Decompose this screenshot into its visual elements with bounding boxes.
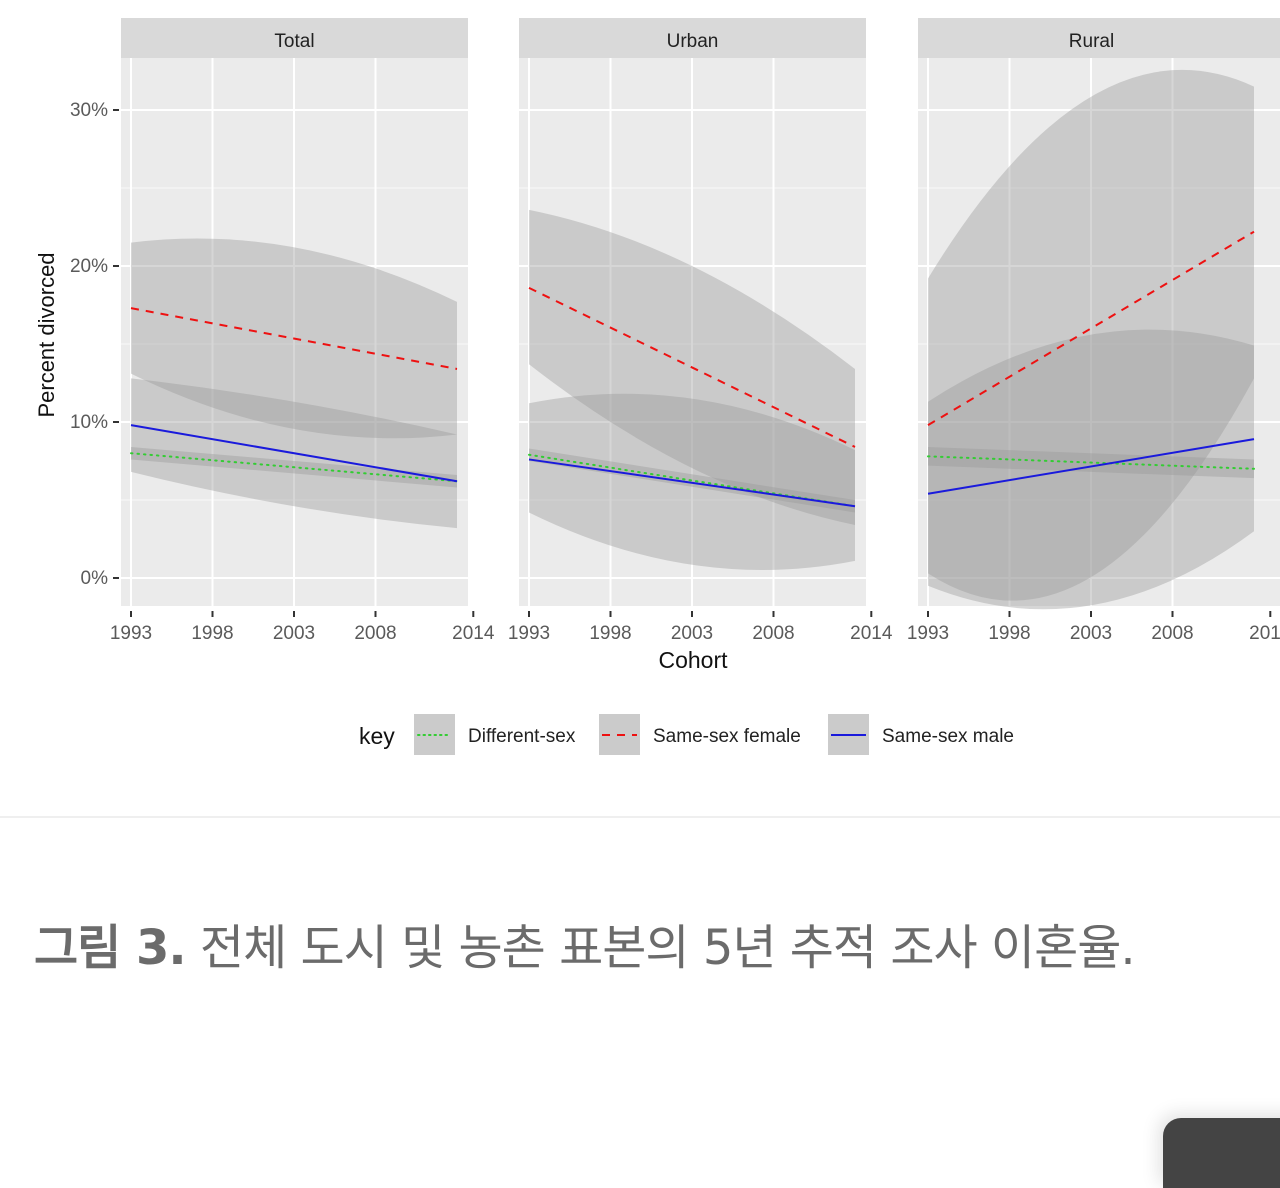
trend-line-same-sex-male [130, 424, 458, 483]
y-axis-title: Percent divorced [34, 252, 59, 417]
x-tick-label: 2008 [354, 623, 396, 644]
x-tick-label: 1993 [508, 623, 550, 644]
y-axis: 30% 20% 10% 0% Percent divorced [34, 100, 119, 589]
caption-text: 전체 도시 및 농촌 표본의 5년 추적 조사 이혼율. [185, 920, 1136, 976]
divorce-rate-figure: Total 1993 1998 2003 2008 2014 Urban 1993 1998 20… [34, 18, 1280, 755]
x-tick-label: 2014 [452, 623, 495, 644]
trend-line-different-sex [130, 452, 458, 483]
x-tick-label: 1993 [110, 623, 152, 644]
x-axis-title: Cohort [658, 647, 728, 673]
y-tick-label: 0% [81, 568, 109, 589]
x-tick-label: 1993 [907, 623, 949, 644]
x-tick-label: 2008 [752, 623, 794, 644]
x-tick-label: 1998 [988, 623, 1030, 644]
facet-strip [121, 18, 468, 58]
y-tick-label: 30% [70, 100, 108, 121]
facet-strip [918, 18, 1280, 58]
facet-panel-total: Total 1993 1998 2003 2008 2014 [110, 18, 495, 644]
trend-line-same-sex-female [528, 286, 856, 448]
x-tick-label: 1998 [589, 623, 631, 644]
y-tick-label: 10% [70, 412, 108, 433]
legend-title: key [359, 723, 395, 749]
facet-title: Urban [667, 31, 719, 52]
legend-item-same-sex-female: Same-sex female [599, 714, 801, 755]
facet-panel-rural: Rural 1993 1998 2003 2008 2014 [907, 18, 1280, 644]
section-divider [0, 816, 1280, 818]
confidence-band [928, 69, 1254, 601]
trend-line-same-sex-male [927, 438, 1255, 495]
figure-label: 그림 3. [34, 920, 187, 976]
legend-label: Same-sex male [882, 726, 1014, 747]
x-tick-label: 2014 [1249, 623, 1280, 644]
x-tick-label: 2003 [273, 623, 315, 644]
facet-title: Total [274, 31, 314, 52]
plot-area [918, 58, 1280, 606]
x-tick-label: 2003 [671, 623, 713, 644]
legend: key Different-sex Same-sex female Same-s… [359, 714, 1014, 755]
legend-label: Same-sex female [653, 726, 801, 747]
legend-label: Different-sex [468, 726, 576, 747]
confidence-band [529, 448, 855, 513]
trend-line-same-sex-male [528, 458, 856, 508]
y-tick-label: 20% [70, 256, 108, 277]
legend-item-different-sex: Different-sex [414, 714, 576, 755]
trend-line-different-sex [927, 455, 1255, 470]
x-tick-label: 1998 [191, 623, 233, 644]
facet-panel-urban: Urban 1993 1998 2003 2008 2014 [508, 18, 893, 644]
x-tick-label: 2014 [850, 623, 893, 644]
x-tick-label: 2008 [1151, 623, 1193, 644]
facet-strip [519, 18, 866, 58]
floating-action-button[interactable] [1163, 1118, 1280, 1188]
legend-item-same-sex-male: Same-sex male [828, 714, 1014, 755]
facet-title: Rural [1069, 31, 1114, 52]
figure-caption: 그림 3. 전체 도시 및 농촌 표본의 5년 추적 조사 이혼율. [34, 890, 1264, 1006]
x-tick-label: 2003 [1070, 623, 1112, 644]
confidence-band [928, 329, 1254, 610]
trend-line-same-sex-female [927, 230, 1255, 426]
trend-line-same-sex-female [130, 307, 458, 370]
